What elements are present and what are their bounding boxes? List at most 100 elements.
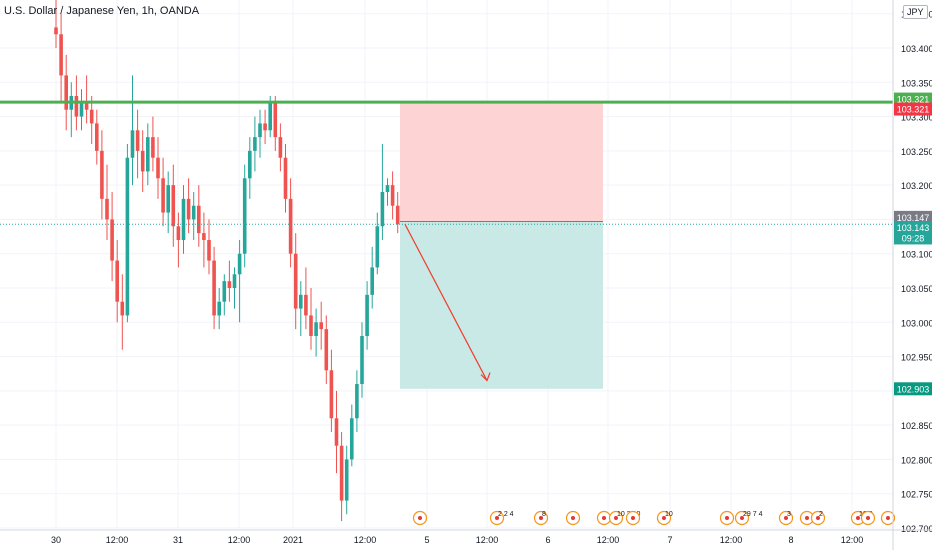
candle-body — [293, 253, 298, 309]
resistance-price-label-bg — [894, 92, 932, 106]
candle-body — [125, 157, 130, 316]
candles — [54, 0, 400, 522]
candle-body — [370, 267, 374, 295]
candle-body — [365, 294, 369, 336]
candle-body — [329, 370, 334, 419]
event-dot — [805, 516, 809, 520]
candle-body — [95, 123, 99, 151]
candle-body — [237, 253, 242, 275]
countdown-label: 09:28 — [902, 233, 925, 243]
price-tick-label: 103.200 — [901, 181, 932, 191]
candle-body — [309, 315, 313, 336]
event-dot — [725, 516, 729, 520]
time-tick-label: 12:00 — [228, 535, 251, 545]
candle-body — [350, 418, 354, 460]
price-tick-label: 102.750 — [901, 490, 932, 500]
forecast-arrow-head — [480, 372, 491, 382]
event-dot — [418, 516, 422, 520]
candle-body — [227, 281, 232, 288]
time-tick-label: 12:00 — [106, 535, 129, 545]
time-tick-label: 7 — [667, 535, 672, 545]
candle-body — [110, 219, 114, 261]
price-tick-label: 102.800 — [901, 455, 932, 465]
stop-price-label-bg — [894, 102, 932, 116]
candle-body — [140, 150, 145, 172]
price-tick-label: 103.100 — [901, 250, 932, 260]
candle-body — [258, 123, 262, 138]
event-dot — [816, 516, 820, 520]
price-tick-label: 102.850 — [901, 421, 932, 431]
candle-body — [248, 150, 252, 179]
price-tick-label: 103.050 — [901, 284, 932, 294]
last-price-label: 103.143 — [897, 223, 930, 233]
event-dot — [571, 516, 575, 520]
countdown-label-bg — [894, 231, 932, 245]
candle-body — [202, 233, 206, 240]
candle-body — [334, 418, 339, 446]
candle-body — [268, 102, 272, 131]
event-dot — [784, 516, 788, 520]
candle-body — [146, 137, 150, 172]
currency-badge[interactable]: JPY — [903, 5, 928, 19]
candle-body — [171, 185, 176, 227]
candle-body — [161, 178, 165, 213]
chart-title: U.S. Dollar / Japanese Yen, 1h, OANDA — [4, 5, 200, 17]
forecast-arrow — [404, 223, 488, 381]
candle-body — [166, 185, 170, 213]
time-tick-label: 5 — [424, 535, 429, 545]
candle-body — [278, 137, 283, 158]
candle-body — [176, 226, 181, 240]
price-tick-label: 103.400 — [901, 44, 932, 54]
event-dot — [866, 516, 870, 520]
price-tick-label: 103.250 — [901, 147, 932, 157]
candle-body — [324, 329, 329, 371]
candle-body — [100, 150, 104, 199]
time-tick-label: 12:00 — [841, 535, 864, 545]
event-dot — [856, 516, 860, 520]
candle-body — [355, 384, 359, 419]
candle-body — [304, 294, 308, 316]
candle-body — [217, 301, 221, 316]
event-dot — [740, 516, 744, 520]
last-price-label-bg — [894, 221, 932, 235]
event-count: 10 — [665, 511, 673, 518]
candle-body — [319, 322, 323, 330]
stop-price-label: 103.321 — [897, 105, 930, 115]
price-tick-label: 102.700 — [901, 524, 932, 534]
event-dot — [539, 516, 543, 520]
time-tick-label: 8 — [788, 535, 793, 545]
take-profit-zone — [400, 221, 603, 389]
candle-body — [222, 281, 227, 302]
event-dot — [886, 516, 890, 520]
time-tick-label: 31 — [173, 535, 183, 545]
candle-body — [314, 322, 318, 336]
candle-body — [207, 240, 211, 261]
price-tick-label: 103.000 — [901, 318, 932, 328]
candle-body — [242, 178, 247, 254]
candle-body — [375, 226, 380, 268]
event-dot — [614, 516, 618, 520]
candle-body — [273, 102, 278, 138]
event-count: 2 — [819, 511, 823, 518]
time-axis[interactable]: 30 12:00 31 12:00 2021 12:00 5 12:00 6 12:00 7 12:0… — [0, 529, 932, 545]
entry-price-label-bg — [894, 210, 932, 224]
event-count: 29 7 4 — [743, 511, 763, 518]
candle-body — [181, 198, 186, 240]
candle-body — [283, 157, 288, 199]
candle-body — [54, 27, 58, 35]
stop-loss-zone — [400, 102, 603, 222]
candle-body — [390, 185, 395, 206]
candle-body — [395, 205, 400, 225]
entry-price-label: 103.147 — [897, 213, 930, 223]
candle-body — [151, 137, 155, 158]
candle-body — [64, 75, 68, 110]
candle-body — [120, 301, 125, 316]
candle-body — [212, 260, 216, 316]
candle-body — [89, 109, 94, 124]
candle-body — [385, 185, 390, 192]
price-axis[interactable]: 103.450103.400103.350103.300103.250103.2… — [892, 0, 932, 550]
resistance-price-label: 103.321 — [897, 95, 930, 105]
candle-body — [253, 137, 257, 151]
